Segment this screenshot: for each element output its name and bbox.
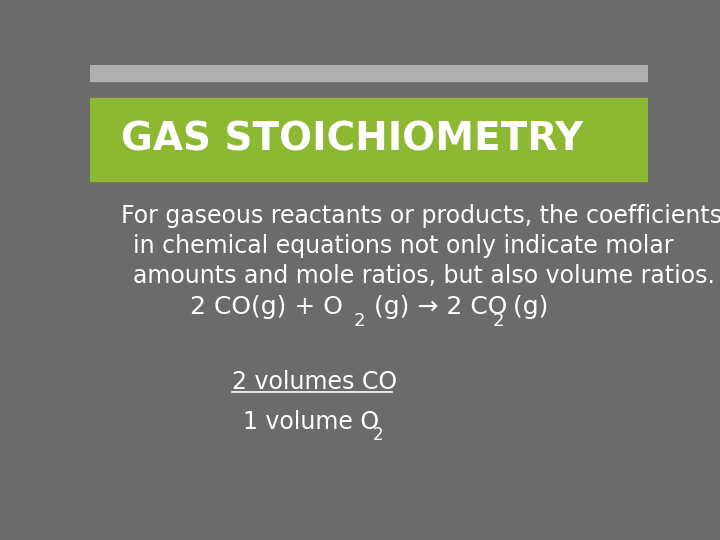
Bar bbox=[90, 98, 648, 181]
Bar bbox=[90, 65, 648, 82]
Text: For gaseous reactants or products, the coefficients: For gaseous reactants or products, the c… bbox=[121, 204, 720, 228]
Text: in chemical equations not only indicate molar: in chemical equations not only indicate … bbox=[133, 234, 673, 258]
Text: (g): (g) bbox=[505, 295, 549, 319]
Text: 1 volume O: 1 volume O bbox=[243, 410, 379, 434]
Text: 2: 2 bbox=[493, 312, 505, 330]
Text: GAS STOICHIOMETRY: GAS STOICHIOMETRY bbox=[121, 120, 582, 159]
Text: 2: 2 bbox=[354, 312, 365, 330]
Text: 2: 2 bbox=[373, 426, 384, 444]
Text: amounts and mole ratios, but also volume ratios.: amounts and mole ratios, but also volume… bbox=[133, 264, 715, 288]
Text: (g) → 2 CO: (g) → 2 CO bbox=[366, 295, 507, 319]
Text: 2 CO(g) + O: 2 CO(g) + O bbox=[190, 295, 343, 319]
Text: 2 volumes CO: 2 volumes CO bbox=[233, 370, 397, 394]
